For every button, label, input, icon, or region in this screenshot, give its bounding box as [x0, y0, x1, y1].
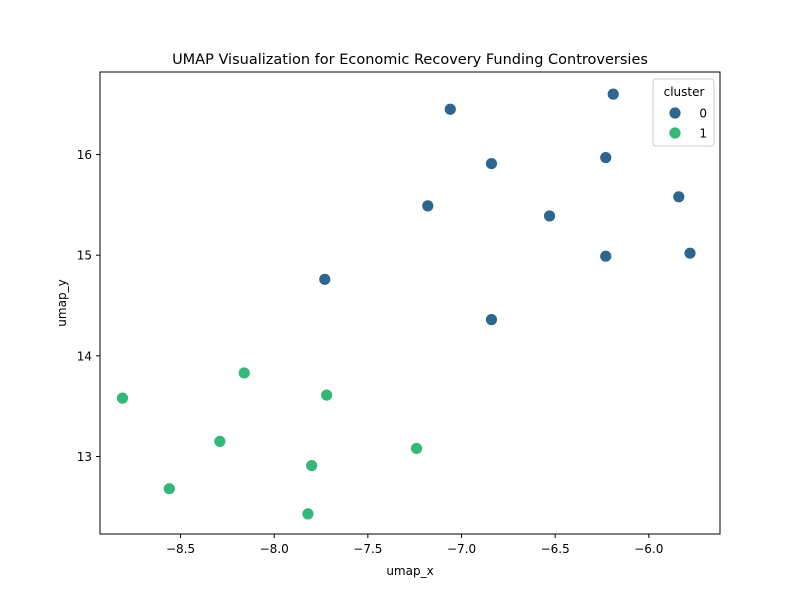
data-point-cluster-1 [305, 459, 319, 472]
y-axis-label: umap_y [55, 279, 69, 326]
data-point-cluster-0 [672, 190, 686, 204]
y-tick-label: 15 [77, 249, 92, 263]
x-axis: −8.5 −8.0 −7.5 −7.0 −6.5 −6.0 [166, 534, 663, 556]
data-point-cluster-1 [410, 442, 423, 455]
x-axis-label: umap_x [386, 564, 433, 578]
legend-label-cluster-0: 0 [699, 107, 707, 121]
data-point-cluster-1 [301, 507, 315, 521]
data-point-cluster-1 [213, 434, 227, 448]
data-points [116, 87, 697, 521]
data-point-cluster-0 [683, 246, 697, 260]
legend-box [652, 78, 715, 147]
data-point-cluster-1 [116, 391, 129, 405]
x-tick-label: −8.0 [260, 542, 289, 556]
chart-title: UMAP Visualization for Economic Recovery… [172, 52, 648, 68]
y-axis: 13 14 15 16 [77, 148, 100, 464]
legend-marker-cluster-0 [668, 106, 682, 120]
x-tick-label: −8.5 [166, 542, 195, 556]
data-point-cluster-0 [421, 199, 435, 213]
data-point-cluster-0 [485, 313, 498, 327]
data-point-cluster-0 [599, 249, 613, 263]
data-point-cluster-0 [606, 87, 620, 101]
legend-entries: 01 [668, 106, 707, 141]
legend-title: cluster [664, 85, 705, 99]
data-point-cluster-0 [318, 272, 332, 286]
data-point-cluster-1 [237, 366, 251, 380]
x-tick-label: −7.5 [353, 542, 382, 556]
data-point-cluster-0 [599, 151, 613, 164]
y-tick-label: 13 [77, 450, 92, 464]
x-tick-label: −7.0 [447, 542, 476, 556]
y-tick-label: 16 [77, 148, 92, 162]
y-tick-label: 14 [77, 349, 92, 363]
legend-label-cluster-1: 1 [699, 127, 707, 141]
data-point-cluster-0 [543, 209, 556, 223]
data-point-cluster-1 [162, 482, 176, 496]
data-point-cluster-0 [485, 157, 498, 170]
data-point-cluster-0 [443, 102, 457, 116]
x-tick-label: −6.5 [541, 542, 570, 556]
legend-marker-cluster-1 [668, 126, 682, 140]
legend: cluster 01 [652, 78, 715, 147]
data-point-cluster-1 [320, 388, 334, 402]
x-tick-label: −6.0 [634, 542, 663, 556]
plot-area-frame [99, 71, 721, 535]
